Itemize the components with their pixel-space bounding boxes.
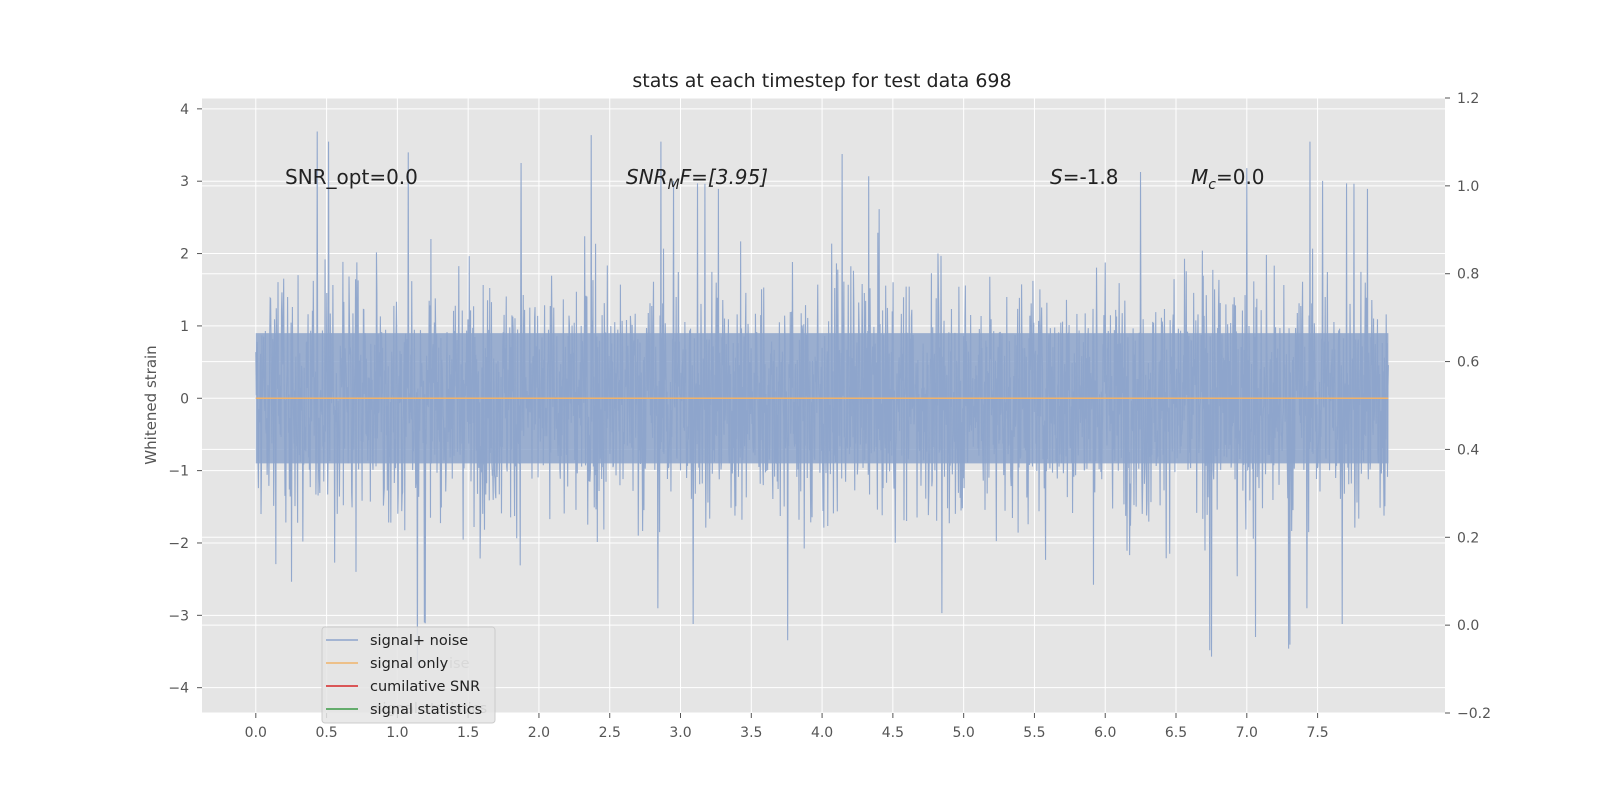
signal-plus-noise-line bbox=[255, 131, 1389, 665]
y2-tick-label: 1.2 bbox=[1457, 91, 1479, 107]
y-tick-label: 3 bbox=[180, 174, 189, 190]
x-tick-label: 5.0 bbox=[953, 725, 975, 741]
legend-label-signal-plus-noise: signal+ noise bbox=[370, 633, 468, 649]
annotation-s-stat: S=-1.8 bbox=[1050, 165, 1118, 189]
legend-box bbox=[321, 626, 496, 724]
annotation-s-rest: =-1.8 bbox=[1063, 165, 1119, 189]
x-tick-label: 4.5 bbox=[882, 725, 904, 741]
y-tick-label: 0 bbox=[180, 391, 189, 407]
y2-axis-ticks: 1.2 1.0 0.8 0.6 0.4 0.2 0.0 −0.2 bbox=[1445, 91, 1491, 722]
y-tick-label: 2 bbox=[180, 247, 189, 263]
annotation-snr-mf-main: SNR bbox=[626, 165, 668, 189]
annotation-snr-opt: SNR_opt=0.0 bbox=[285, 165, 418, 189]
y2-tick-label: 0.8 bbox=[1457, 267, 1479, 283]
annotation-snr-mf: SNRMF=[3.95] bbox=[626, 165, 768, 193]
y2-tick-label: 0.0 bbox=[1457, 618, 1479, 634]
legend: ise signal statistics signal+ noise sign… bbox=[321, 626, 496, 724]
x-tick-label: 1.5 bbox=[457, 725, 479, 741]
x-tick-label: 2.5 bbox=[599, 725, 621, 741]
x-tick-label: 7.0 bbox=[1236, 725, 1258, 741]
x-tick-label: 2.0 bbox=[528, 725, 550, 741]
y-axis-label: Whitened strain bbox=[142, 345, 160, 464]
y-tick-label: −1 bbox=[168, 464, 189, 480]
y2-tick-label: 1.0 bbox=[1457, 179, 1479, 195]
y-tick-label: −3 bbox=[168, 608, 189, 624]
x-tick-label: 0.0 bbox=[245, 725, 267, 741]
y2-tick-label: −0.2 bbox=[1457, 706, 1491, 722]
x-tick-label: 5.5 bbox=[1023, 725, 1045, 741]
annotation-snr-mf-sub: M bbox=[668, 177, 680, 193]
x-tick-label: 3.0 bbox=[669, 725, 691, 741]
annotation-mc-rest: =0.0 bbox=[1216, 165, 1265, 189]
y-tick-label: 4 bbox=[180, 102, 189, 118]
annotation-snr-mf-rest: F=[3.95] bbox=[680, 165, 768, 189]
legend-ghost-text-1: ise bbox=[449, 656, 470, 672]
x-tick-label: 6.5 bbox=[1165, 725, 1187, 741]
legend-ghost-text-2: signal statistics bbox=[375, 701, 487, 717]
y-tick-label: −2 bbox=[168, 536, 189, 552]
x-axis-ticks: 0.0 0.5 1.0 1.5 2.0 2.5 3.0 3.5 4.0 4.5 5.0 5.5 6.0 6… bbox=[245, 713, 1329, 741]
annotation-mc-var: M bbox=[1191, 165, 1208, 189]
legend-label-cumilative-snr: cumilative SNR bbox=[370, 679, 480, 695]
legend-label-signal-statistics: signal statistics bbox=[370, 702, 482, 718]
y-axis-ticks: 4 3 2 1 0 −1 −2 −3 −4 bbox=[168, 102, 202, 697]
y2-tick-label: 0.4 bbox=[1457, 442, 1479, 458]
x-tick-label: 4.0 bbox=[811, 725, 833, 741]
chart-title: stats at each timestep for test data 698 bbox=[632, 70, 1011, 92]
legend-label-signal-only: signal only bbox=[370, 656, 449, 672]
x-tick-label: 7.5 bbox=[1306, 725, 1328, 741]
x-tick-label: 0.5 bbox=[315, 725, 337, 741]
annotation-s-var: S bbox=[1050, 165, 1063, 189]
y2-tick-label: 0.2 bbox=[1457, 530, 1479, 546]
x-tick-label: 3.5 bbox=[740, 725, 762, 741]
x-tick-label: 6.0 bbox=[1094, 725, 1116, 741]
annotation-mc: Mc=0.0 bbox=[1191, 165, 1265, 193]
annotation-mc-sub: c bbox=[1208, 177, 1216, 193]
x-tick-label: 1.0 bbox=[386, 725, 408, 741]
y-tick-label: −4 bbox=[168, 681, 189, 697]
y-tick-label: 1 bbox=[180, 319, 189, 335]
y2-tick-label: 0.6 bbox=[1457, 355, 1479, 371]
